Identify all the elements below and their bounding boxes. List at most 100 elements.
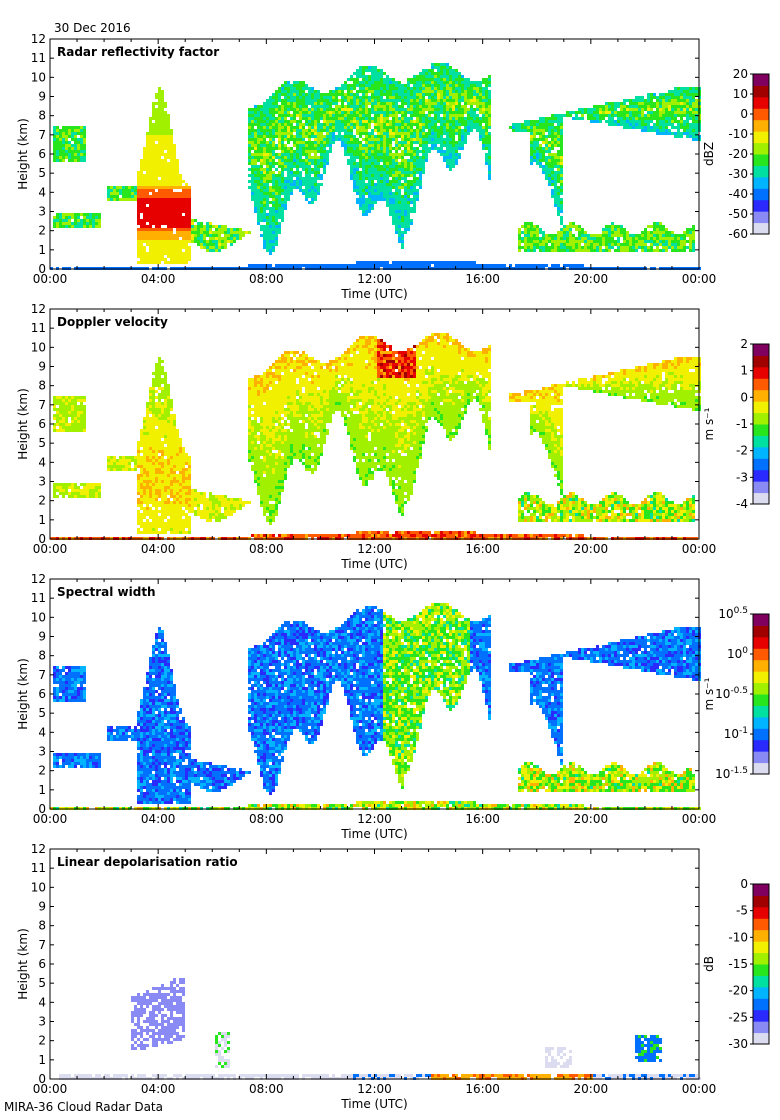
heatmap-cell [305,129,308,132]
heatmap-cell [296,174,299,177]
heatmap-cell [434,87,437,90]
heatmap-cell [263,213,266,216]
heatmap-cell [77,213,80,216]
heatmap-cell [425,117,428,120]
heatmap-cell [446,75,449,78]
heatmap-cell [308,150,311,153]
heatmap-cell [440,108,443,111]
heatmap-cell [401,90,404,93]
heatmap-cell [542,156,545,159]
heatmap-cell [428,261,431,264]
heatmap-cell [641,237,644,240]
heatmap-cell [404,183,407,186]
heatmap-cell [344,126,347,129]
heatmap-cell [161,204,164,207]
heatmap-cell [404,264,407,267]
heatmap-cell [194,237,197,240]
heatmap-cell [170,243,173,246]
heatmap-cell [488,84,491,87]
heatmap-cell [386,195,389,198]
heatmap-cell [278,183,281,186]
heatmap-cell [596,249,599,252]
heatmap-cell [467,264,470,267]
heatmap-cell [530,243,533,246]
heatmap-cell [512,129,515,132]
heatmap-cell [287,177,290,180]
heatmap-cell [269,156,272,159]
heatmap-cell [368,261,371,264]
heatmap-cell [200,225,203,228]
heatmap-cell [254,123,257,126]
heatmap-cell [398,261,401,264]
heatmap-cell [365,144,368,147]
heatmap-cell [275,228,278,231]
heatmap-cell [353,165,356,168]
heatmap-cell [392,99,395,102]
heatmap-cell [131,189,134,192]
heatmap-cell [161,96,164,99]
heatmap-cell [362,126,365,129]
heatmap-cell [347,108,350,111]
heatmap-cell [521,264,524,267]
heatmap-cell [314,198,317,201]
heatmap-cell [374,174,377,177]
heatmap-cell [623,120,626,123]
heatmap-cell [314,96,317,99]
heatmap-cell [383,141,386,144]
heatmap-cell [377,153,380,156]
heatmap-cell [443,114,446,117]
heatmap-cell [320,183,323,186]
heatmap-cell [554,129,557,132]
heatmap-cell [560,135,563,138]
heatmap-cell [149,180,152,183]
heatmap-cell [431,120,434,123]
heatmap-cell [353,135,356,138]
heatmap-cell [296,156,299,159]
heatmap-cell [377,129,380,132]
heatmap-cell [455,120,458,123]
heatmap-cell [428,150,431,153]
heatmap-cell [188,222,191,225]
heatmap-cell [374,156,377,159]
heatmap-cell [149,126,152,129]
heatmap-cell [395,186,398,189]
heatmap-cell [605,246,608,249]
heatmap-cell [455,162,458,165]
heatmap-cell [362,66,365,69]
heatmap-cell [272,120,275,123]
heatmap-cell [416,105,419,108]
heatmap-cell [557,150,560,153]
heatmap-cell [209,243,212,246]
heatmap-cell [404,225,407,228]
heatmap-cell [371,207,374,210]
heatmap-cell [623,240,626,243]
heatmap-cell [395,87,398,90]
heatmap-cell [539,150,542,153]
heatmap-cell [485,264,488,267]
heatmap-cell [275,192,278,195]
heatmap-cell [404,114,407,117]
heatmap-cell [278,135,281,138]
heatmap-cell [155,93,158,96]
heatmap-cell [314,153,317,156]
heatmap-cell [266,219,269,222]
heatmap-cell [257,204,260,207]
heatmap-cell [458,117,461,120]
heatmap-cell [440,81,443,84]
heatmap-cell [404,99,407,102]
heatmap-cell [641,105,644,108]
heatmap-cell [161,171,164,174]
heatmap-cell [485,114,488,117]
heatmap-cell [326,264,329,267]
heatmap-cell [137,249,140,252]
heatmap-cell [449,78,452,81]
heatmap-cell [179,183,182,186]
heatmap-cell [74,222,77,225]
heatmap-cell [554,186,557,189]
heatmap-cell [143,162,146,165]
radar-figure: 30 Dec 2016 0 1 2 3 4 5 6 7 8 9 10 11 12 00:00 04:00 08… [0,0,780,1120]
heatmap-cell [431,66,434,69]
heatmap-cell [299,105,302,108]
heatmap-cell [332,123,335,126]
heatmap-cell [56,216,59,219]
